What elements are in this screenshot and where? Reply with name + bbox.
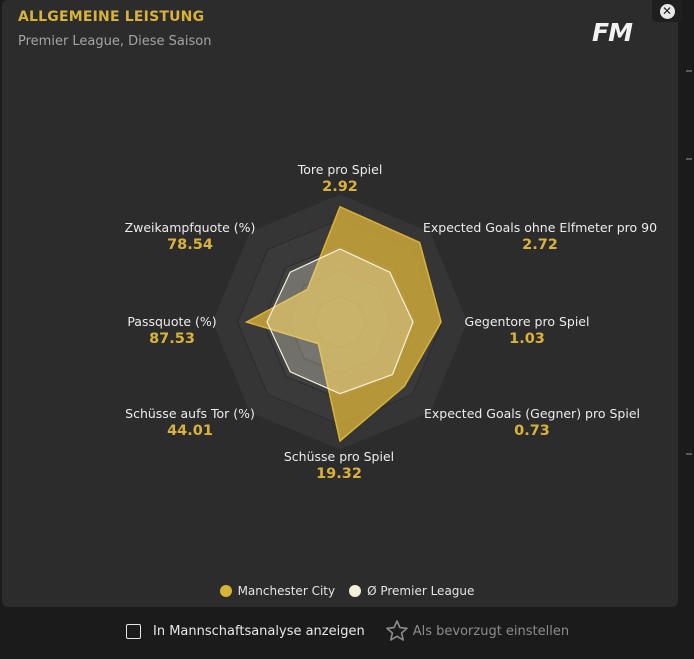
metric-name: Schüsse aufs Tor (%) [125,406,255,421]
metric-value: 2.92 [322,179,358,195]
page-subtitle: Premier League, Diese Saison [18,34,212,49]
legend-label-league: Ø Premier League [367,584,475,598]
chart-legend: Manchester City Ø Premier League [0,584,694,598]
legend-dot-league [349,585,362,597]
radar-axis-label: Expected Goals (Gegner) pro Spiel 0.73 [424,406,640,440]
fm-logo: FM [592,18,633,47]
edge-mark [686,158,692,160]
metric-value: 0.73 [514,423,550,439]
star-icon[interactable] [385,619,409,643]
radar-axis-label: Passquote (%) 87.53 [127,314,216,348]
metric-name: Zweikampfquote (%) [124,220,256,235]
metric-name: Expected Goals ohne Elfmeter pro 90 [422,220,658,235]
footer-actions: In Mannschaftsanalyse anzeigen Als bevor… [126,619,569,643]
metric-value: 87.53 [149,331,195,347]
page-title: ALLGEMEINE LEISTUNG [18,9,205,25]
metric-name: Tore pro Spiel [297,162,383,177]
legend-item-team: Manchester City [219,584,336,598]
metric-value: 78.54 [167,237,213,253]
metric-name: Gegentore pro Spiel [464,314,590,329]
team-analysis-label[interactable]: In Mannschaftsanalyse anzeigen [153,623,365,639]
metric-value: 2.72 [522,237,558,253]
team-analysis-checkbox[interactable] [126,623,141,639]
radar-series-team [244,205,442,443]
metric-value: 44.01 [167,423,213,439]
legend-item-league: Ø Premier League [349,584,474,598]
metric-name: Schüsse pro Spiel [283,449,395,464]
close-icon: ✕ [659,3,675,19]
radar-axis-label: Tore pro Spiel 2.92 [298,162,383,196]
radar-series-league [266,248,414,395]
radar-chart [237,205,443,443]
radar-axis-label: Schüsse pro Spiel 19.32 [284,449,394,483]
radar-axis-label: Schüsse aufs Tor (%) 44.01 [125,406,255,440]
legend-dot-team [219,585,232,597]
metric-name: Expected Goals (Gegner) pro Spiel [424,406,640,421]
legend-label-team: Manchester City [237,584,336,598]
radar-axis-label: Zweikampfquote (%) 78.54 [125,220,256,254]
metric-value: 19.32 [316,466,362,482]
radar-axis-label: Gegentore pro Spiel 1.03 [465,314,590,348]
radar-axis-label: Expected Goals ohne Elfmeter pro 90 2.72 [423,220,657,254]
metric-value: 1.03 [509,331,545,347]
close-button[interactable]: ✕ [652,0,682,22]
metric-name: Passquote (%) [127,314,217,329]
edge-mark [686,70,692,72]
favorite-label[interactable]: Als bevorzugt einstellen [412,623,570,639]
edge-mark [686,453,692,455]
